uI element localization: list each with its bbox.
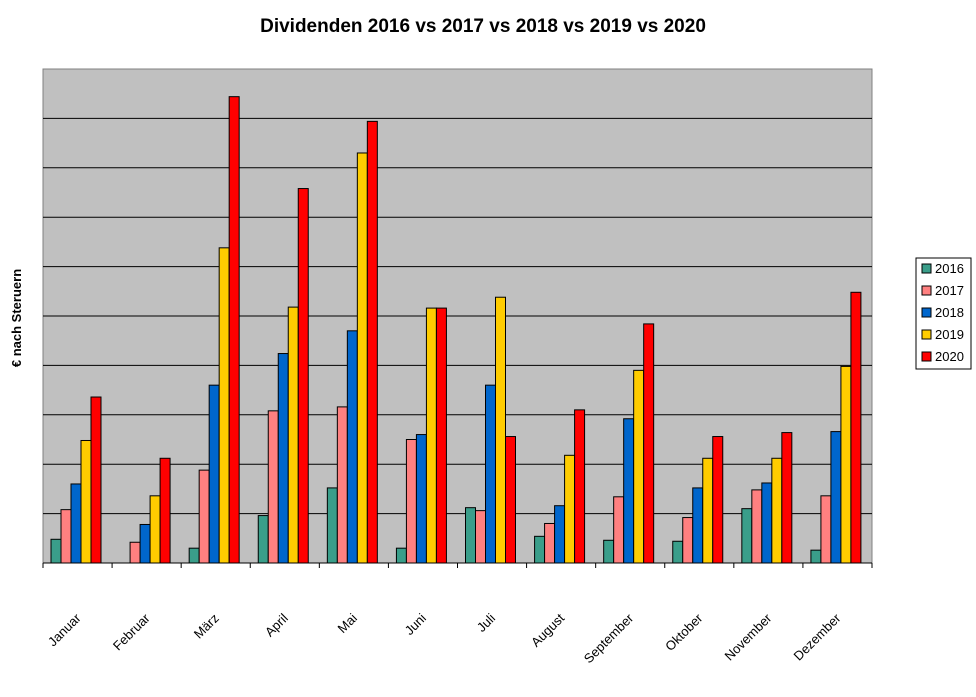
bar-2016-1 xyxy=(50,538,62,564)
bar-2018-2 xyxy=(139,523,151,564)
y-axis-label: € nach Steruern xyxy=(9,269,24,367)
bar-2017-10 xyxy=(682,517,694,564)
bar-2019-12 xyxy=(840,365,852,564)
bar-2017-1 xyxy=(60,509,72,564)
bar-2017-4 xyxy=(267,410,279,564)
x-tick-label: November xyxy=(721,610,774,663)
bar-2018-10 xyxy=(692,487,704,564)
bar-2020-10 xyxy=(712,436,724,564)
legend-swatch-2016 xyxy=(921,263,932,274)
x-tick-label: April xyxy=(262,610,291,639)
bar-group xyxy=(50,96,862,564)
bar-2016-12 xyxy=(810,549,822,564)
bar-2017-12 xyxy=(820,495,832,564)
bar-2019-1 xyxy=(80,439,92,564)
bar-2020-5 xyxy=(366,120,378,564)
bar-2019-6 xyxy=(425,307,437,564)
bar-2017-9 xyxy=(613,496,625,564)
bar-2016-3 xyxy=(188,547,200,564)
legend-label-2018: 2018 xyxy=(935,305,964,320)
x-tick-label: September xyxy=(581,610,637,666)
bar-2016-8 xyxy=(534,535,546,564)
bar-2019-8 xyxy=(564,454,576,564)
bar-2016-11 xyxy=(741,508,753,564)
bar-2019-10 xyxy=(702,457,714,564)
bar-2019-4 xyxy=(287,306,299,564)
bar-2016-9 xyxy=(603,539,615,564)
gridlines xyxy=(43,117,872,515)
bar-2019-7 xyxy=(495,296,506,564)
bar-2018-5 xyxy=(346,330,358,564)
bar-2019-11 xyxy=(771,457,783,564)
legend-swatch-2018 xyxy=(921,307,932,318)
x-tick-label: August xyxy=(528,610,567,649)
legend-swatch-2019 xyxy=(921,329,932,340)
bar-2017-7 xyxy=(475,510,486,564)
x-tick-label: Oktober xyxy=(662,610,706,654)
x-tick-label: Februar xyxy=(110,610,153,653)
legend-label-2020: 2020 xyxy=(935,349,964,364)
bar-2018-4 xyxy=(277,353,289,564)
x-tick-label: Juni xyxy=(402,610,430,638)
bar-2016-7 xyxy=(465,507,476,564)
bar-2017-3 xyxy=(198,469,210,564)
legend-label-2016: 2016 xyxy=(935,261,964,276)
x-tick-label: Mai xyxy=(335,610,360,635)
bar-2020-11 xyxy=(781,432,793,564)
bar-2017-2 xyxy=(129,541,141,564)
bar-2018-7 xyxy=(485,384,496,564)
legend-box xyxy=(915,257,972,370)
x-tick-labels: Januar Februar März April Mai Juni Juli August S… xyxy=(45,610,844,666)
bar-2017-5 xyxy=(336,406,348,564)
bar-2019-3 xyxy=(218,247,230,564)
bar-2020-8 xyxy=(574,409,586,564)
bar-2018-12 xyxy=(830,431,842,564)
bar-2020-9 xyxy=(643,323,655,564)
legend-swatch-2020 xyxy=(921,351,932,362)
bar-2018-6 xyxy=(415,434,427,564)
legend-label-2019: 2019 xyxy=(935,327,964,342)
bar-2020-12 xyxy=(850,291,862,564)
bar-2016-5 xyxy=(326,487,338,564)
legend: 2016 2017 2018 2019 2020 xyxy=(915,257,972,370)
bar-2017-8 xyxy=(544,522,556,564)
bar-2018-3 xyxy=(208,384,220,564)
bar-2016-4 xyxy=(257,515,269,564)
x-tick-label: Januar xyxy=(45,610,84,649)
x-tick-label: Juli xyxy=(474,610,498,634)
bar-2020-2 xyxy=(159,457,171,564)
chart-title: Dividenden 2016 vs 2017 vs 2018 vs 2019 … xyxy=(260,16,706,37)
bar-2019-9 xyxy=(633,369,645,564)
bar-2018-1 xyxy=(70,483,82,564)
bar-2018-9 xyxy=(623,418,635,564)
bar-2017-6 xyxy=(405,439,417,564)
bar-2017-11 xyxy=(751,489,763,564)
bar-2020-6 xyxy=(435,307,447,564)
bar-2018-11 xyxy=(761,482,773,564)
bar-2016-10 xyxy=(672,540,684,564)
legend-label-2017: 2017 xyxy=(935,283,964,298)
bar-2016-6 xyxy=(395,547,407,564)
bar-2018-8 xyxy=(554,505,566,564)
x-axis xyxy=(42,562,873,568)
bar-2020-3 xyxy=(228,96,240,564)
bar-2020-1 xyxy=(90,396,102,564)
x-tick-label: März xyxy=(191,611,222,642)
x-tick-label: Dezember xyxy=(791,610,844,663)
bar-2019-2 xyxy=(149,495,161,564)
bar-2019-5 xyxy=(356,152,368,564)
bar-2020-7 xyxy=(505,436,516,564)
bar-2020-4 xyxy=(297,188,309,564)
legend-swatch-2017 xyxy=(921,285,932,296)
